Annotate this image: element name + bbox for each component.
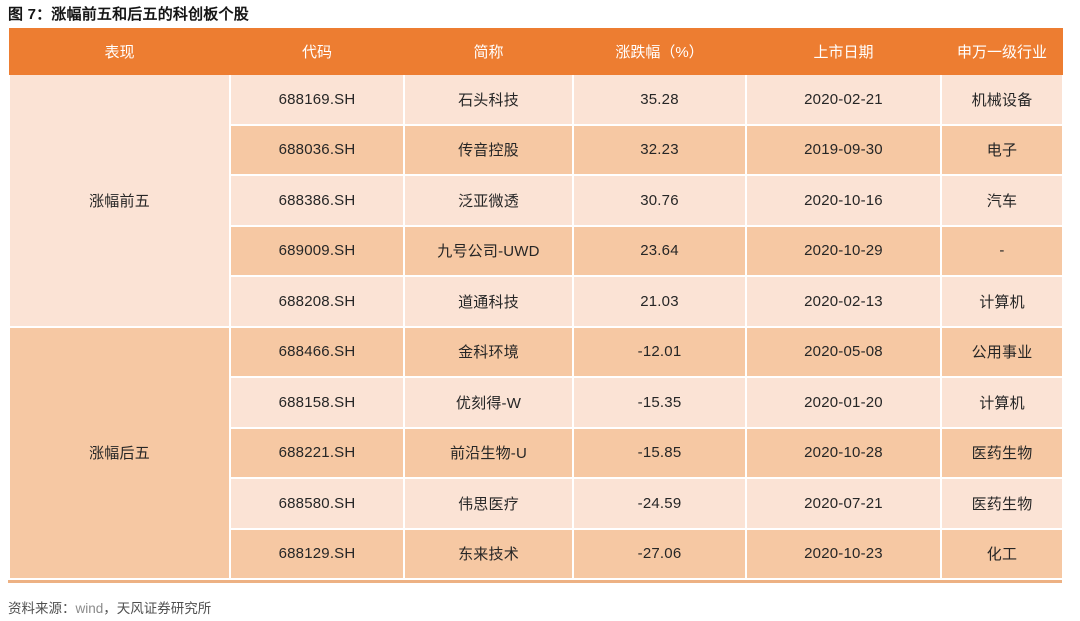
cell-name: 传音控股	[403, 123, 574, 176]
cell-industry: 计算机	[940, 275, 1064, 328]
cell-change: -15.85	[572, 426, 747, 479]
cell-date: 2020-01-20	[745, 376, 942, 429]
column-header: 简称	[404, 28, 573, 75]
table-body: 涨幅前五 688169.SH 石头科技 35.28 2020-02-21 机械设备 6880…	[8, 75, 1064, 580]
cell-name: 东来技术	[403, 527, 574, 580]
column-header: 上市日期	[746, 28, 941, 75]
table-row: 688386.SH 泛亚微透 30.76 2020-10-16 汽车	[9, 174, 1064, 227]
table-row: 688580.SH 伟思医疗 -24.59 2020-07-21 医药生物	[9, 477, 1064, 530]
cell-change: 32.23	[572, 123, 747, 176]
table-row: 688129.SH 东来技术 -27.06 2020-10-23 化工	[9, 527, 1064, 580]
cell-code: 688129.SH	[229, 527, 405, 580]
cell-code: 688169.SH	[229, 75, 405, 126]
cell-code: 688386.SH	[229, 174, 405, 227]
cell-name: 伟思医疗	[403, 477, 574, 530]
cell-date: 2020-10-28	[745, 426, 942, 479]
source-note: 资料来源：wind，天风证券研究所	[8, 597, 211, 617]
cell-date: 2020-02-21	[745, 75, 942, 126]
cell-industry: 医药生物	[940, 426, 1064, 479]
cell-date: 2020-10-23	[745, 527, 942, 580]
cell-name: 九号公司-UWD	[403, 224, 574, 277]
cell-code: 688208.SH	[229, 275, 405, 328]
cell-date: 2020-07-21	[745, 477, 942, 530]
cell-change: -15.35	[572, 376, 747, 429]
cell-code: 688158.SH	[229, 376, 405, 429]
cell-date: 2019-09-30	[745, 123, 942, 176]
table-row: 688158.SH 优刻得-W -15.35 2020-01-20 计算机	[9, 376, 1064, 429]
cell-industry: 计算机	[940, 376, 1064, 429]
cell-date: 2020-10-29	[745, 224, 942, 277]
cell-name: 金科环境	[403, 325, 574, 378]
cell-date: 2020-02-13	[745, 275, 942, 328]
cell-code: 689009.SH	[229, 224, 405, 277]
cell-change: 30.76	[572, 174, 747, 227]
cell-name: 前沿生物-U	[403, 426, 574, 479]
source-note-suffix: ，天风证券研究所	[103, 601, 212, 616]
cell-industry: 机械设备	[940, 75, 1064, 126]
table-row: 688036.SH 传音控股 32.23 2019-09-30 电子	[9, 123, 1064, 176]
cell-industry: 医药生物	[940, 477, 1064, 530]
cell-industry: 公用事业	[940, 325, 1064, 378]
column-header: 表现	[9, 28, 230, 75]
cell-change: 23.64	[572, 224, 747, 277]
column-header: 涨跌幅（%）	[573, 28, 746, 75]
cell-name: 优刻得-W	[403, 376, 574, 429]
cell-industry: 电子	[940, 123, 1064, 176]
source-note-prefix: 资料来源：	[8, 601, 76, 616]
table-row: 688221.SH 前沿生物-U -15.85 2020-10-28 医药生物	[9, 426, 1064, 479]
cell-name: 道通科技	[403, 275, 574, 328]
cell-date: 2020-05-08	[745, 325, 942, 378]
cell-industry: -	[940, 224, 1064, 277]
table-row: 689009.SH 九号公司-UWD 23.64 2020-10-29-	[9, 224, 1064, 277]
cell-name: 泛亚微透	[403, 174, 574, 227]
cell-change: 35.28	[572, 75, 747, 126]
cell-change: -24.59	[572, 477, 747, 530]
figure-title: 图 7：涨幅前五和后五的科创板个股	[8, 6, 249, 23]
cell-code: 688580.SH	[229, 477, 405, 530]
cell-code: 688466.SH	[229, 325, 405, 378]
cell-code: 688221.SH	[229, 426, 405, 479]
source-note-source: wind	[75, 601, 104, 616]
column-header: 代码	[230, 28, 404, 75]
cell-change: -12.01	[572, 325, 747, 378]
cell-code: 688036.SH	[229, 123, 405, 176]
cell-date: 2020-10-16	[745, 174, 942, 227]
cell-change: 21.03	[572, 275, 747, 328]
stock-table: 表现 代码 简称 涨跌幅（%） 上市日期 申万一级行业 涨幅前五 688169.SH 石头科技…	[8, 28, 1064, 580]
cell-name: 石头科技	[403, 75, 574, 126]
cell-industry: 汽车	[940, 174, 1064, 227]
table-row: 涨幅后五 688466.SH 金科环境 -12.01 2020-05-08 公用事业	[8, 325, 1064, 580]
column-header: 申万一级行业	[941, 28, 1063, 75]
cell-industry: 化工	[940, 527, 1064, 580]
stock-table-wrap: 表现 代码 简称 涨跌幅（%） 上市日期 申万一级行业 涨幅前五 688169.SH 石头科技…	[8, 28, 1064, 583]
table-header-row: 表现 代码 简称 涨跌幅（%） 上市日期 申万一级行业	[9, 28, 1063, 75]
cell-change: -27.06	[572, 527, 747, 580]
group-label-cell: 涨幅后五	[8, 325, 231, 580]
group-label-cell: 涨幅前五	[8, 75, 231, 328]
table-row: 涨幅前五 688169.SH 石头科技 35.28 2020-02-21 机械设备	[8, 75, 1064, 328]
table-row: 688208.SH 道通科技 21.03 2020-02-13 计算机	[9, 275, 1064, 328]
